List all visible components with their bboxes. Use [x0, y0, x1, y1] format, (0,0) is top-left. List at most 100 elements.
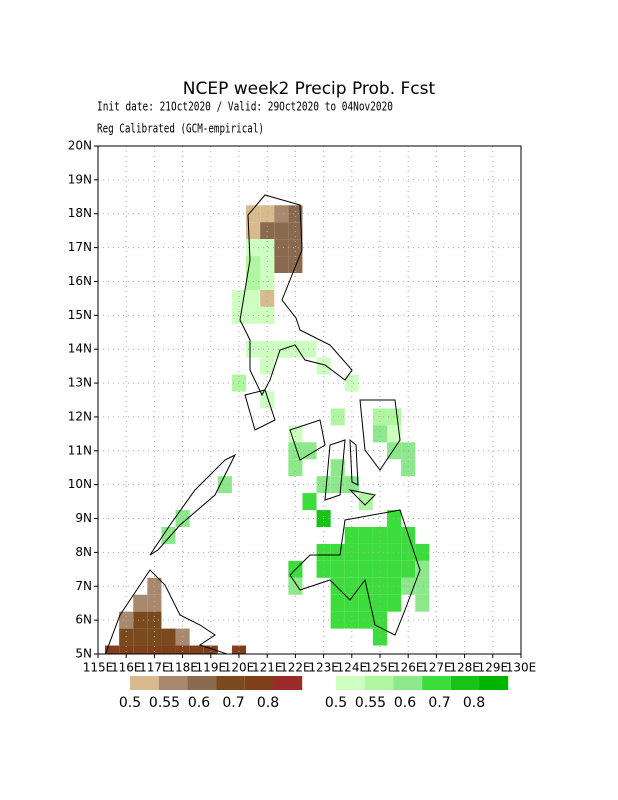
- y-tick-label: 14N: [68, 342, 92, 356]
- prob-cell: [387, 560, 402, 578]
- prob-cell: [105, 645, 120, 654]
- prob-cell: [372, 543, 388, 561]
- legend-label: 0.7: [428, 695, 450, 711]
- prob-cell: [260, 289, 275, 307]
- legend-swatch: [216, 676, 245, 690]
- legend-swatch: [336, 676, 365, 690]
- legend-label: 0.5: [119, 695, 141, 711]
- x-tick-label: 115E: [83, 661, 114, 675]
- prob-cell: [260, 391, 275, 409]
- y-tick-label: 5N: [75, 647, 92, 661]
- prob-cell: [401, 459, 416, 477]
- prob-cell: [302, 442, 317, 460]
- y-tick-label: 9N: [75, 511, 92, 525]
- prob-cell: [330, 594, 345, 612]
- prob-cell: [358, 611, 373, 629]
- y-tick-label: 13N: [68, 376, 92, 390]
- x-tick-label: 121E: [252, 661, 283, 675]
- prob-cell: [302, 340, 317, 358]
- legend-swatch: [450, 676, 480, 690]
- prob-cell: [387, 425, 402, 443]
- grid: 115E116E117E118E119E120E121E122E123E124E…: [68, 139, 537, 675]
- prob-cell: [316, 560, 331, 578]
- prob-cell: [119, 611, 134, 629]
- prob-cell: [358, 493, 373, 511]
- prob-cell: [330, 577, 345, 595]
- prob-cell: [330, 459, 345, 477]
- prob-cell: [119, 628, 134, 646]
- legend-label: 0.7: [222, 695, 244, 711]
- y-tick-label: 17N: [68, 240, 92, 254]
- mindanao: [289, 509, 421, 636]
- legend-swatch: [364, 676, 394, 690]
- prob-cell: [330, 476, 345, 494]
- x-tick-label: 123E: [308, 661, 339, 675]
- prob-cell: [288, 340, 303, 358]
- negros: [324, 439, 346, 501]
- prob-cell: [387, 577, 402, 595]
- prob-cell: [358, 527, 373, 544]
- prob-cell: [358, 560, 373, 578]
- legend-label: 0.5: [325, 695, 347, 711]
- prob-cell: [260, 205, 275, 223]
- prob-cell: [372, 527, 388, 544]
- samar-leyte: [359, 399, 401, 471]
- prob-cell: [330, 543, 345, 561]
- x-tick-label: 127E: [421, 661, 452, 675]
- prob-cell: [260, 222, 275, 240]
- prob-cell: [288, 459, 303, 477]
- x-tick-label: 130E: [506, 661, 537, 675]
- prob-cell: [302, 493, 317, 511]
- prob-cell: [415, 543, 430, 561]
- map-frame: [97, 145, 522, 655]
- cebu: [349, 438, 359, 486]
- prob-cell: [274, 222, 289, 240]
- prob-cell: [330, 611, 345, 629]
- x-tick-label: 125E: [365, 661, 396, 675]
- coastlines: [104, 194, 421, 654]
- subtitle: Init date: 21Oct2020 / Valid: 29Oct2020 …: [97, 100, 393, 114]
- prob-cell: [344, 543, 359, 561]
- prob-cell: [189, 645, 204, 654]
- prob-cell: [358, 543, 373, 561]
- prob-cell: [274, 239, 289, 257]
- prob-cell: [260, 256, 275, 273]
- prob-cell: [344, 374, 359, 392]
- prob-cell: [387, 527, 402, 544]
- prob-cell: [288, 256, 303, 273]
- x-tick-label: 118E: [167, 661, 198, 675]
- x-tick-label: 126E: [393, 661, 424, 675]
- legend-swatch: [479, 676, 509, 690]
- y-tick-label: 11N: [68, 443, 92, 457]
- y-tick-label: 7N: [75, 579, 92, 593]
- x-tick-label: 124E: [337, 661, 368, 675]
- legend-swatch: [393, 676, 423, 690]
- prob-cell: [260, 239, 275, 257]
- note: Reg Calibrated (GCM-empirical): [97, 122, 264, 136]
- x-tick-label: 117E: [139, 661, 170, 675]
- x-tick-label: 128E: [449, 661, 480, 675]
- legend-swatch: [273, 676, 303, 690]
- prob-cell: [246, 289, 261, 307]
- y-tick-label: 8N: [75, 545, 92, 559]
- prob-cell: [372, 425, 388, 443]
- legend-swatch: [244, 676, 274, 690]
- prob-cell: [344, 611, 359, 629]
- x-tick-label: 129E: [478, 661, 509, 675]
- prob-cell: [133, 594, 148, 612]
- prob-cell: [288, 222, 303, 240]
- panay: [289, 419, 326, 461]
- legend-label: 0.8: [257, 695, 279, 711]
- legend-swatch: [422, 676, 451, 690]
- x-tick-label: 119E: [196, 661, 227, 675]
- prob-cell: [147, 611, 162, 629]
- prob-cell: [147, 594, 162, 612]
- palawan: [149, 453, 237, 556]
- prob-cell: [372, 611, 388, 629]
- legend-label: 0.55: [149, 695, 180, 711]
- prob-cell: [133, 645, 148, 654]
- y-tick-label: 19N: [68, 172, 92, 186]
- legend-label: 0.8: [463, 695, 485, 711]
